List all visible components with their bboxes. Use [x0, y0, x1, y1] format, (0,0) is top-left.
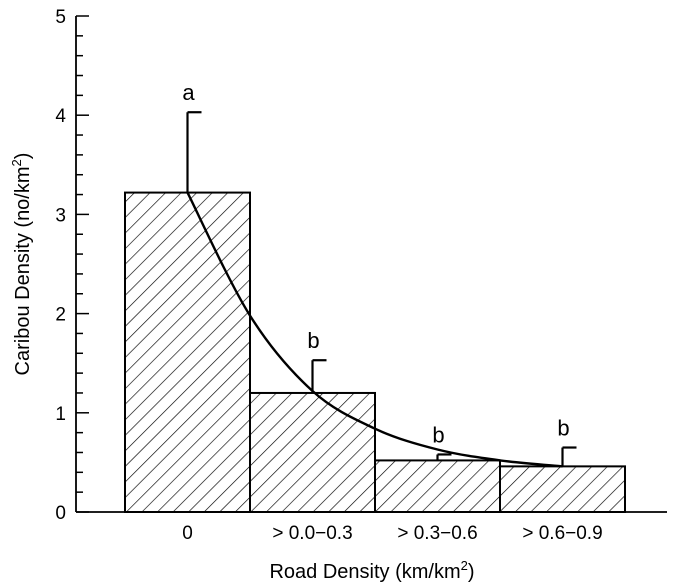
error-bars: [186, 111, 577, 467]
y-tick-label: 4: [55, 106, 66, 127]
significance-label: a: [182, 80, 195, 105]
y-tick-label: 1: [55, 404, 66, 425]
fitted-curve: [186, 192, 563, 468]
fitted-curve-layer: [186, 192, 563, 468]
y-tick-label: 2: [55, 305, 66, 326]
x-tick-label: > 0.0−0.3: [272, 523, 352, 544]
bar: [499, 465, 626, 514]
bars: 0 > 0.0−0.3 > 0.3−0.6 > 0.6−0.9: [124, 191, 626, 544]
x-axis-title: Road Density (km/km2): [269, 558, 474, 583]
bar: [249, 391, 376, 513]
significance-label: b: [307, 328, 319, 353]
y-tick-label: 0: [55, 503, 66, 524]
x-tick-label: > 0.6−0.9: [522, 523, 602, 544]
y-tick-label: 3: [55, 205, 66, 226]
bar: [374, 459, 501, 513]
x-tick-label: 0: [182, 523, 193, 544]
labels: a b b b: [182, 80, 569, 447]
x-tick-label: > 0.3−0.6: [397, 523, 477, 544]
significance-label: b: [432, 422, 444, 447]
significance-label: b: [557, 416, 569, 441]
y-tick-label: 5: [55, 7, 66, 28]
bar: [124, 191, 251, 514]
y-axis-title: Caribou Density (no/km2): [9, 153, 34, 376]
